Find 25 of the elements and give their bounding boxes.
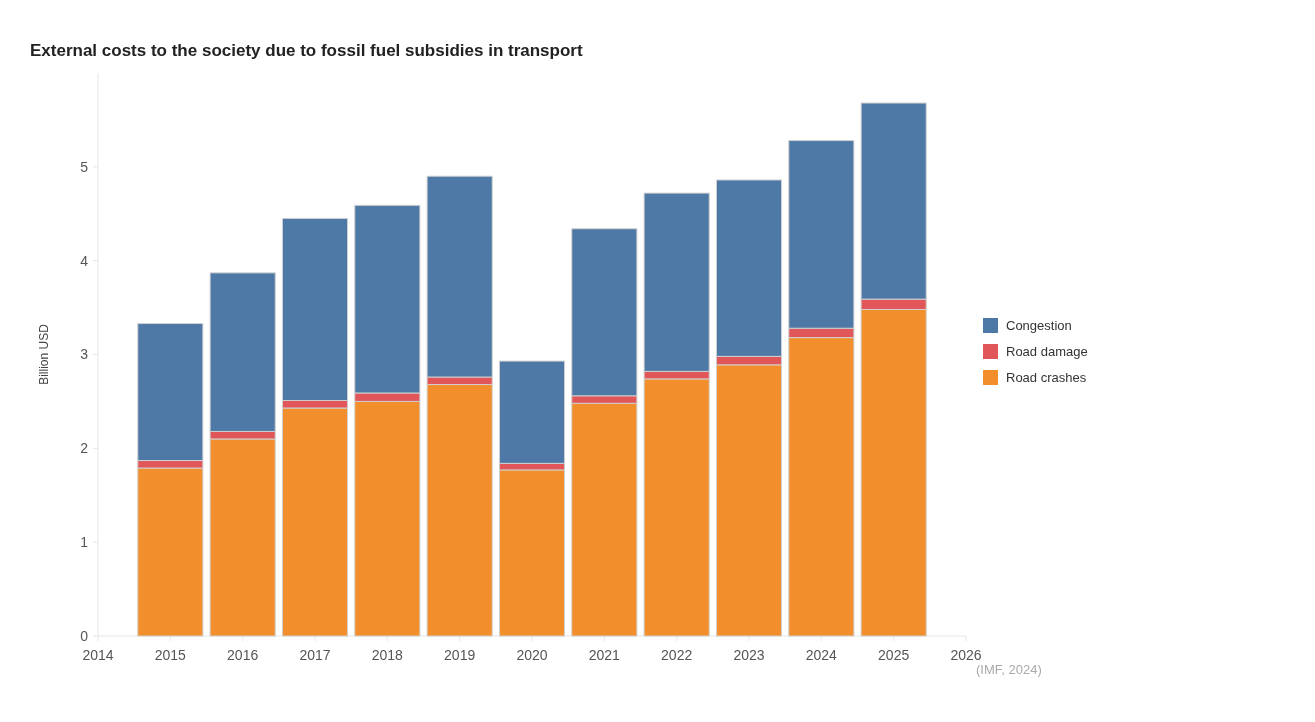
y-tick-label: 4 [80, 252, 89, 269]
x-tick-label: 2021 [588, 647, 621, 663]
x-tick-label: 2024 [805, 647, 838, 663]
y-axis-title: Billion USD [37, 323, 51, 385]
legend-label: Congestion [1006, 318, 1072, 333]
y-tick-label: 1 [80, 534, 89, 551]
y-tick-label: 5 [80, 158, 89, 175]
y-tick-label: 3 [80, 346, 89, 363]
x-tick-label: 2017 [299, 647, 331, 663]
legend-label: Road damage [1006, 344, 1088, 359]
legend-label: Road crashes [1006, 370, 1087, 385]
x-tick-label: 2018 [371, 647, 404, 663]
x-tick-label: 2020 [516, 647, 548, 663]
y-tick-label: 0 [80, 627, 89, 644]
x-tick-label: 2025 [878, 647, 910, 663]
y-tick-label: 2 [80, 440, 89, 457]
chart-title: External costs to the society due to fossil fuel subsidies in transport [30, 41, 583, 60]
text: (IMF, 2024) [976, 662, 1042, 677]
x-tick-label: 2019 [444, 647, 476, 663]
x-tick-label: 2026 [950, 647, 982, 663]
x-tick-label: 2023 [733, 647, 765, 663]
x-tick-label: 2015 [154, 647, 187, 663]
x-tick-label: 2016 [227, 647, 259, 663]
x-tick-label: 2022 [661, 647, 693, 663]
x-tick-label: 2014 [82, 647, 114, 663]
